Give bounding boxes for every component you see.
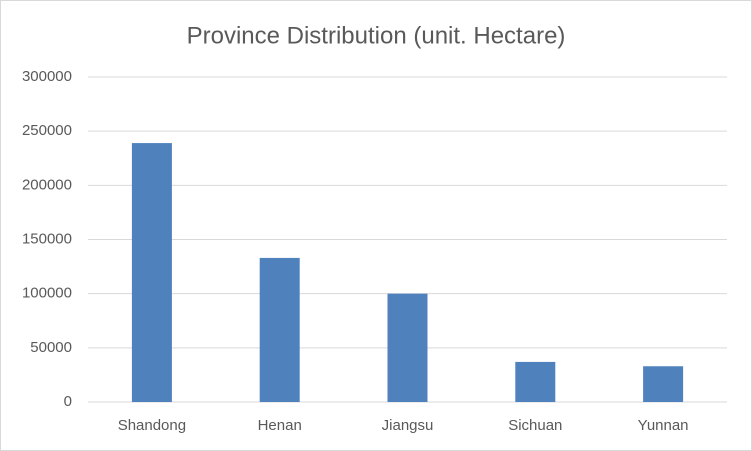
bar <box>259 257 300 402</box>
chart-title: Province Distribution (unit. Hectare) <box>187 22 566 49</box>
y-tick-label: 200000 <box>22 176 72 193</box>
bar <box>131 143 172 403</box>
x-tick-label: Yunnan <box>638 417 689 434</box>
y-tick-label: 250000 <box>22 122 72 139</box>
bar <box>643 366 684 402</box>
bar <box>515 361 556 402</box>
y-tick-label: 300000 <box>22 68 72 85</box>
x-tick-label: Shandong <box>118 417 186 434</box>
x-tick-label: Henan <box>258 417 302 434</box>
bar <box>387 293 428 402</box>
y-tick-label: 50000 <box>30 339 72 356</box>
x-tick-label: Sichuan <box>508 417 562 434</box>
y-tick-label: 150000 <box>22 230 72 247</box>
x-tick-label: Jiangsu <box>382 417 434 434</box>
y-tick-label: 0 <box>64 393 72 410</box>
y-tick-label: 100000 <box>22 285 72 302</box>
